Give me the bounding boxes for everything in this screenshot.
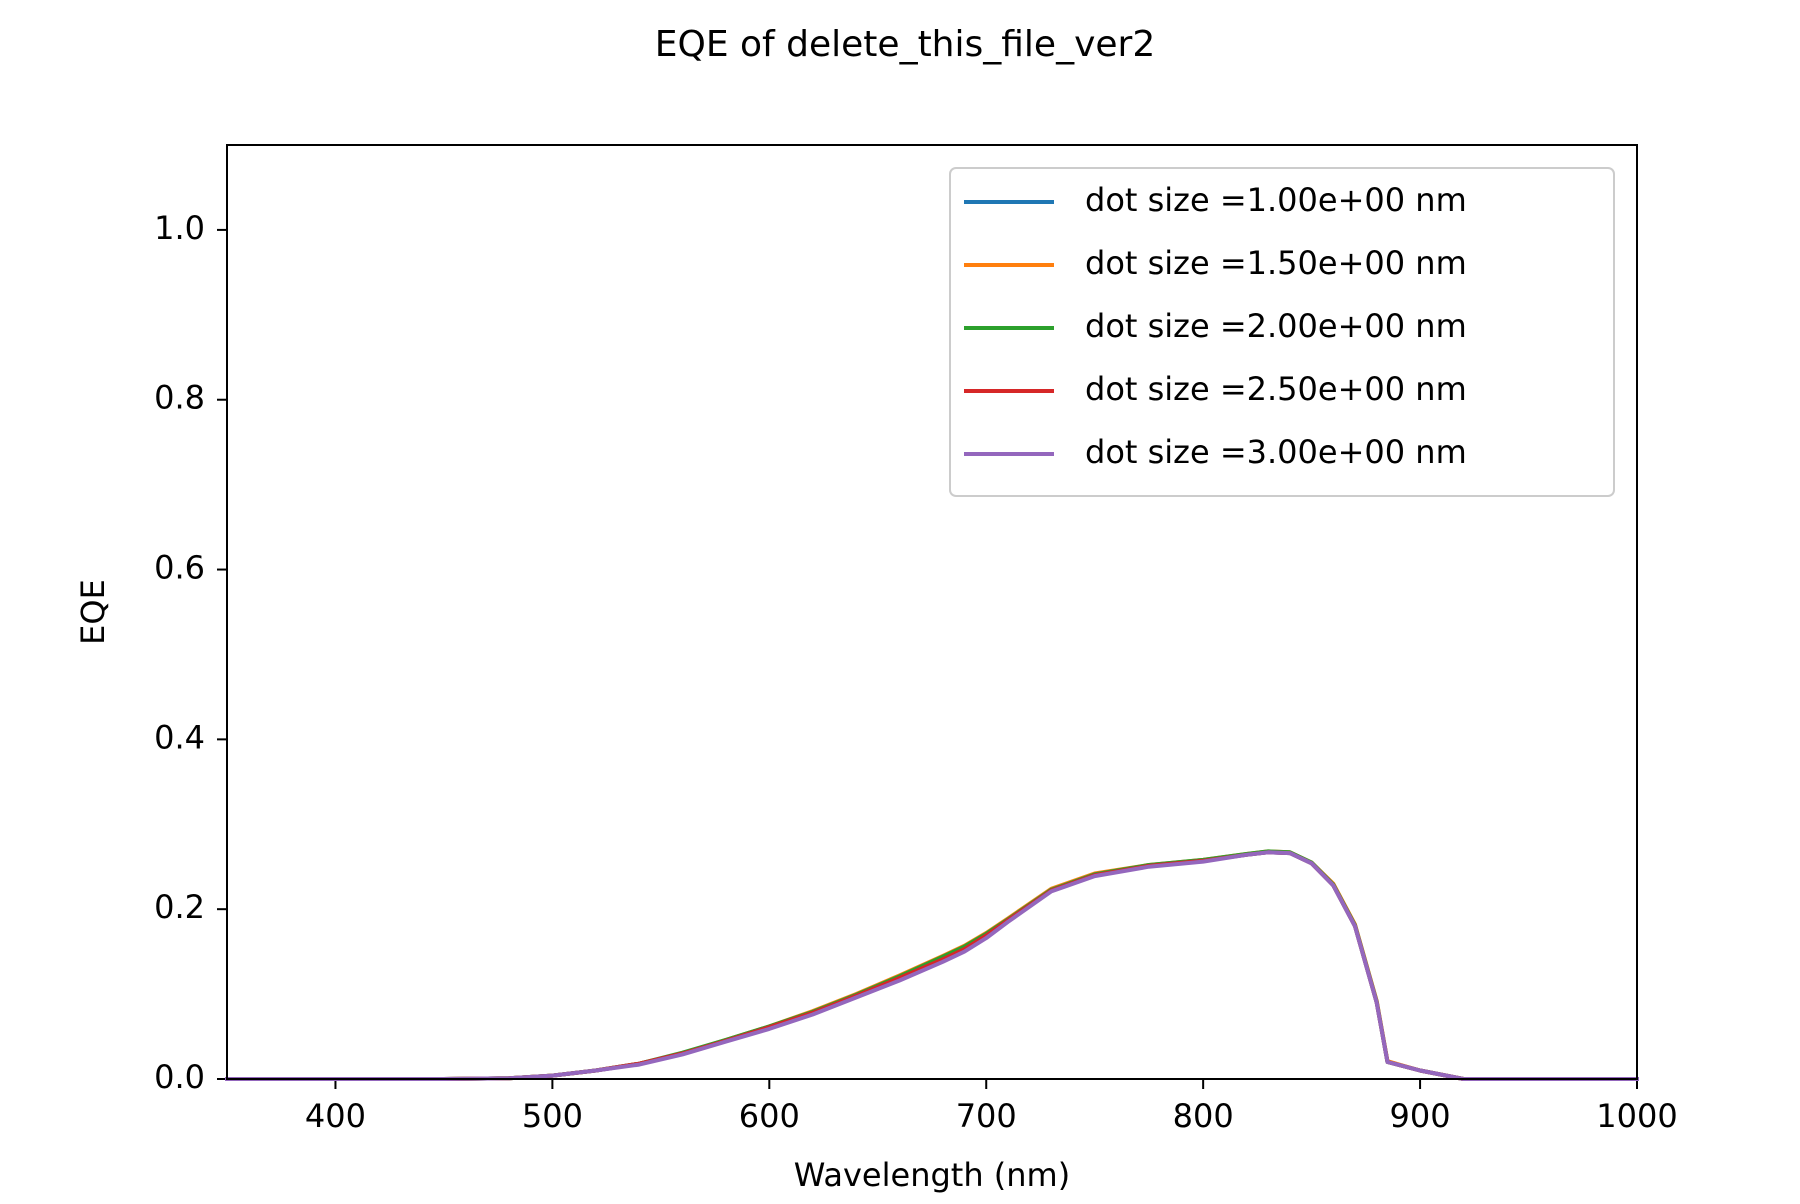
x-tick-label: 800 [1173,1097,1234,1135]
chart-title: EQE of delete_this_file_ver2 [655,24,1156,65]
y-tick-label: 0.0 [154,1058,205,1096]
x-tick-label: 400 [305,1097,366,1135]
legend-entries: dot size =1.00e+00 nm dot size =1.50e+00 … [964,181,1467,471]
y-tick-label: 1.0 [154,209,205,247]
x-tick-label: 600 [739,1097,800,1135]
y-tick-label: 0.6 [154,549,205,587]
y-tick-label: 0.8 [154,379,205,417]
legend-label: dot size =2.00e+00 nm [1085,307,1467,345]
x-axis-label: Wavelength (nm) [794,1156,1070,1194]
legend-label: dot size =2.50e+00 nm [1085,370,1467,408]
x-tick-label: 1000 [1596,1097,1677,1135]
plot-frame [226,144,1638,1080]
x-tick-label: 700 [956,1097,1017,1135]
y-axis-label: EQE [74,579,112,645]
legend-label: dot size =1.00e+00 nm [1085,181,1467,219]
x-tick-label: 500 [522,1097,583,1135]
x-tick-label: 900 [1390,1097,1451,1135]
y-tick-label: 0.2 [154,888,205,926]
legend-frame [949,167,1615,497]
y-axis-ticks: 0.0 0.2 0.4 0.6 0.8 1.0 [154,209,227,1096]
x-axis-ticks: 400 500 600 700 800 900 1000 [305,1079,1678,1135]
series-lines [225,849,1639,1081]
legend-label: dot size =3.00e+00 nm [1085,433,1467,471]
y-tick-label: 0.4 [154,718,205,756]
legend-label: dot size =1.50e+00 nm [1085,244,1467,282]
legend: dot size =1.00e+00 nm dot size =1.50e+00 … [949,167,1615,497]
series-line-5 [225,850,1639,1081]
